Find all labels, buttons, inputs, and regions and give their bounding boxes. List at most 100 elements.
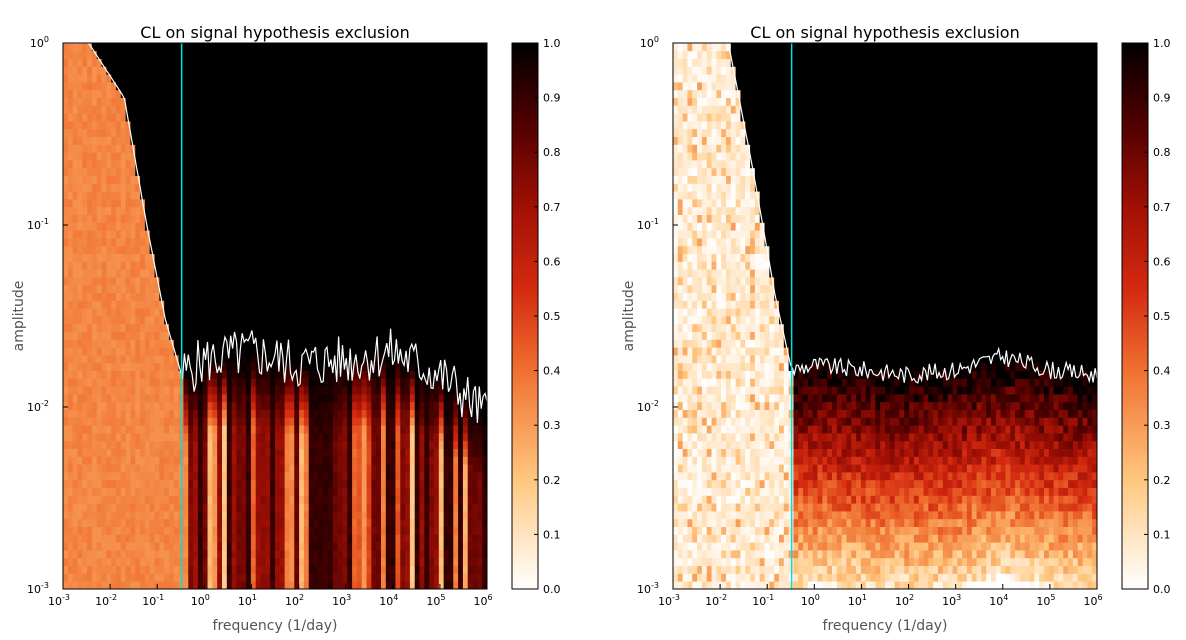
heatmap-cell [337,300,343,309]
heatmap-cell [140,160,146,169]
heatmap-cell [328,214,334,223]
heatmap-cell [332,97,339,106]
heatmap-cell [318,308,324,317]
heatmap-cell [381,557,387,566]
heatmap-cell [385,43,392,52]
heatmap-cell [82,58,88,67]
heatmap-cell [87,417,93,426]
heatmap-cell [275,222,281,231]
heatmap-cell [135,331,141,340]
heatmap-cell [260,277,266,286]
heatmap-cell [130,472,136,481]
heatmap-cell [356,238,363,247]
heatmap-cell [323,464,329,473]
heatmap-cell [87,472,93,481]
heatmap-cell [303,152,310,161]
heatmap-cell [400,425,406,434]
heatmap-cell [385,331,392,340]
heatmap-cell [130,277,136,286]
heatmap-cell [246,456,252,465]
heatmap-cell [217,238,223,247]
heatmap-cell [140,503,146,512]
heatmap-cell [91,401,98,410]
heatmap-cell [361,518,367,527]
heatmap-cell [284,43,290,52]
heatmap-cell [173,66,180,75]
heatmap-cell [231,565,237,574]
heatmap-cell [159,347,165,356]
heatmap-cell [101,347,107,356]
heatmap-cell [193,66,199,75]
heatmap-cell [241,58,247,67]
heatmap-cell [149,581,155,590]
heatmap-cell [366,206,372,215]
heatmap-cell [106,43,112,52]
heatmap-cell [188,292,194,301]
heatmap-cell [241,394,247,403]
heatmap-cell [400,222,406,231]
heatmap-cell [159,518,165,527]
heatmap-cell [87,511,93,520]
heatmap-cell [222,433,228,442]
heatmap-cell [217,347,223,356]
heatmap-cell [385,370,392,379]
heatmap-cell [231,394,237,403]
heatmap-cell [183,456,189,465]
heatmap-cell [246,245,252,254]
heatmap-cell [303,464,310,473]
heatmap-cell [323,105,329,114]
heatmap-cell [111,362,117,371]
heatmap-cell [390,128,396,137]
heatmap-cell [270,43,276,52]
heatmap-cell [385,128,392,137]
heatmap-cell [241,277,247,286]
heatmap-cell [376,308,382,317]
heatmap-cell [356,82,363,91]
heatmap-cell [226,308,233,317]
heatmap-cell [101,253,107,262]
heatmap-cell [188,113,194,122]
heatmap-cell [140,347,146,356]
heatmap-cell [385,487,392,496]
heatmap-cell [250,292,257,301]
heatmap-cell [135,526,141,535]
heatmap-cell [111,214,117,223]
heatmap-cell [385,292,392,301]
heatmap-cell [212,581,218,590]
heatmap-cell [169,43,175,52]
heatmap-cell [260,230,266,239]
heatmap-cell [318,160,324,169]
heatmap-cell [400,316,406,325]
heatmap-cell [275,191,281,200]
heatmap-cell [82,573,88,582]
heatmap-cell [255,433,261,442]
heatmap-cell [231,206,237,215]
heatmap-cell [279,487,286,496]
heatmap-cell [395,121,401,130]
heatmap-cell [77,128,83,137]
heatmap-cell [125,222,131,231]
heatmap-cell [231,581,237,590]
heatmap-cell [390,550,396,559]
heatmap-cell [284,82,290,91]
heatmap-cell [67,167,74,176]
heatmap-cell [395,230,401,239]
heatmap-cell [212,89,218,98]
heatmap-cell [241,82,247,91]
heatmap-cell [154,456,160,465]
heatmap-cell [91,66,98,75]
heatmap-cell [183,503,189,512]
heatmap-cell [96,440,102,449]
heatmap-cell [77,573,83,582]
heatmap-cell [193,316,199,325]
heatmap-cell [159,43,165,52]
heatmap-cell [289,136,295,145]
heatmap-cell [130,503,136,512]
heatmap-cell [381,323,387,332]
heatmap-cell [125,503,131,512]
heatmap-cell [284,542,290,551]
heatmap-cell [376,331,382,340]
heatmap-cell [135,581,141,590]
heatmap-cell [308,456,314,465]
heatmap-cell [342,136,348,145]
